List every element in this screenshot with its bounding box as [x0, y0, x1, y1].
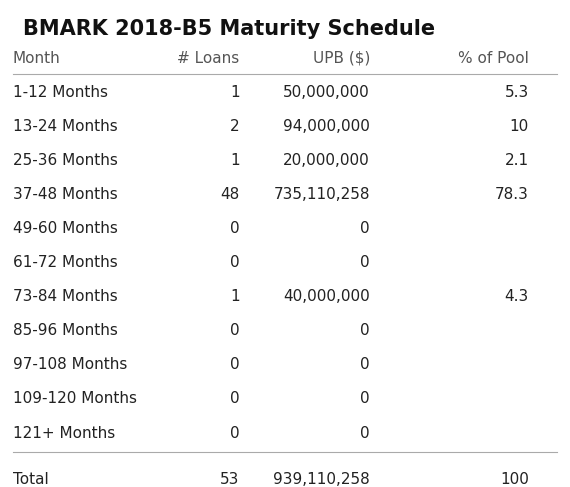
- Text: # Loans: # Loans: [177, 51, 239, 66]
- Text: 10: 10: [510, 119, 529, 134]
- Text: 94,000,000: 94,000,000: [283, 119, 370, 134]
- Text: 49-60 Months: 49-60 Months: [13, 221, 117, 236]
- Text: 37-48 Months: 37-48 Months: [13, 187, 117, 202]
- Text: 53: 53: [220, 471, 239, 487]
- Text: 0: 0: [360, 357, 370, 373]
- Text: 20,000,000: 20,000,000: [283, 153, 370, 168]
- Text: 0: 0: [230, 392, 239, 407]
- Text: 0: 0: [230, 323, 239, 338]
- Text: 25-36 Months: 25-36 Months: [13, 153, 117, 168]
- Text: 0: 0: [230, 221, 239, 236]
- Text: 1-12 Months: 1-12 Months: [13, 85, 108, 100]
- Text: 73-84 Months: 73-84 Months: [13, 289, 117, 304]
- Text: 0: 0: [360, 426, 370, 441]
- Text: 40,000,000: 40,000,000: [283, 289, 370, 304]
- Text: 100: 100: [500, 471, 529, 487]
- Text: 2.1: 2.1: [505, 153, 529, 168]
- Text: Total: Total: [13, 471, 48, 487]
- Text: 0: 0: [360, 221, 370, 236]
- Text: 85-96 Months: 85-96 Months: [13, 323, 117, 338]
- Text: 1: 1: [230, 289, 239, 304]
- Text: 121+ Months: 121+ Months: [13, 426, 115, 441]
- Text: UPB ($): UPB ($): [313, 51, 370, 66]
- Text: 0: 0: [360, 323, 370, 338]
- Text: 48: 48: [221, 187, 239, 202]
- Text: 5.3: 5.3: [504, 85, 529, 100]
- Text: 1: 1: [230, 153, 239, 168]
- Text: 97-108 Months: 97-108 Months: [13, 357, 127, 373]
- Text: 939,110,258: 939,110,258: [274, 471, 370, 487]
- Text: 0: 0: [230, 426, 239, 441]
- Text: 50,000,000: 50,000,000: [283, 85, 370, 100]
- Text: % of Pool: % of Pool: [458, 51, 529, 66]
- Text: 13-24 Months: 13-24 Months: [13, 119, 117, 134]
- Text: BMARK 2018-B5 Maturity Schedule: BMARK 2018-B5 Maturity Schedule: [23, 19, 435, 39]
- Text: 0: 0: [230, 255, 239, 270]
- Text: 4.3: 4.3: [504, 289, 529, 304]
- Text: 735,110,258: 735,110,258: [274, 187, 370, 202]
- Text: 2: 2: [230, 119, 239, 134]
- Text: 109-120 Months: 109-120 Months: [13, 392, 137, 407]
- Text: 0: 0: [360, 392, 370, 407]
- Text: 78.3: 78.3: [495, 187, 529, 202]
- Text: Month: Month: [13, 51, 60, 66]
- Text: 61-72 Months: 61-72 Months: [13, 255, 117, 270]
- Text: 0: 0: [360, 255, 370, 270]
- Text: 1: 1: [230, 85, 239, 100]
- Text: 0: 0: [230, 357, 239, 373]
